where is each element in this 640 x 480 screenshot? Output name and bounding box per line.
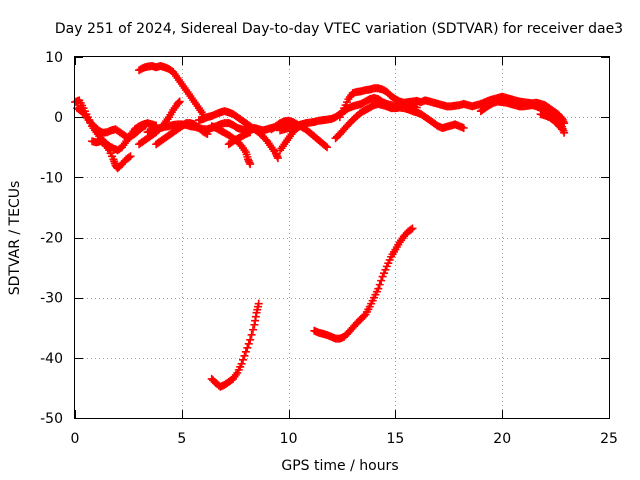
data-point — [321, 142, 330, 151]
data-point — [374, 284, 383, 293]
y-tick-label: 0 — [54, 110, 63, 126]
y-tick-labels: -50 -40 -30 -20 -10 0 10 — [40, 50, 63, 427]
data-point — [377, 276, 386, 285]
data-point — [360, 311, 369, 320]
data-point — [126, 152, 135, 161]
series-arc-16 — [476, 97, 569, 137]
series-arc-6 — [135, 62, 208, 119]
y-tick-label: -50 — [40, 411, 63, 427]
chart-title: Day 251 of 2024, Sidereal Day-to-day VTE… — [55, 21, 623, 37]
data-point — [249, 325, 257, 334]
data-point — [408, 224, 417, 233]
data-point — [375, 280, 384, 289]
x-tick-label: 15 — [386, 431, 404, 447]
data-point — [246, 160, 255, 169]
y-tick-label: 10 — [45, 50, 63, 66]
data-point — [175, 97, 184, 106]
data-point — [244, 339, 253, 348]
y-tick-label: -10 — [40, 170, 63, 186]
data-point — [246, 335, 255, 344]
data-point — [247, 330, 256, 339]
data-point — [556, 123, 565, 132]
data-points — [71, 62, 569, 391]
data-point — [237, 359, 246, 368]
series-arc-18 — [207, 299, 263, 391]
data-point — [246, 128, 255, 137]
y-axis-label: SDTVAR / TECUs — [7, 181, 23, 296]
data-point — [407, 225, 416, 234]
series-arc-17 — [536, 110, 567, 134]
data-point — [273, 154, 282, 163]
data-point — [459, 123, 468, 132]
x-tick-label: 5 — [177, 431, 186, 447]
x-tick-label: 10 — [280, 431, 298, 447]
series-arc-14 — [331, 99, 468, 143]
data-point — [243, 343, 252, 352]
y-tick-label: -40 — [40, 351, 63, 367]
data-point — [241, 347, 250, 356]
y-tick-label: -20 — [40, 231, 63, 247]
x-axis-label: GPS time / hours — [281, 458, 398, 474]
data-point — [254, 299, 263, 308]
x-tick-label: 0 — [71, 431, 80, 447]
grid-lines — [75, 57, 609, 418]
y-tick-label: -30 — [40, 291, 63, 307]
x-tick-labels: 0 5 10 15 20 25 — [71, 431, 618, 447]
data-point — [323, 143, 332, 152]
data-point — [240, 351, 249, 360]
axis-ticks — [75, 57, 610, 419]
data-point — [141, 121, 150, 130]
x-tick-label: 25 — [600, 431, 618, 447]
series-arc-19 — [310, 224, 417, 343]
x-tick-label: 20 — [493, 431, 511, 447]
series-arc-3 — [88, 137, 135, 173]
data-point — [558, 125, 567, 134]
series-arc-10 — [224, 128, 255, 149]
data-point — [239, 355, 248, 364]
plot-frame — [74, 56, 610, 419]
data-point — [125, 153, 134, 162]
series-arc-2 — [73, 104, 150, 143]
data-point — [140, 122, 149, 131]
